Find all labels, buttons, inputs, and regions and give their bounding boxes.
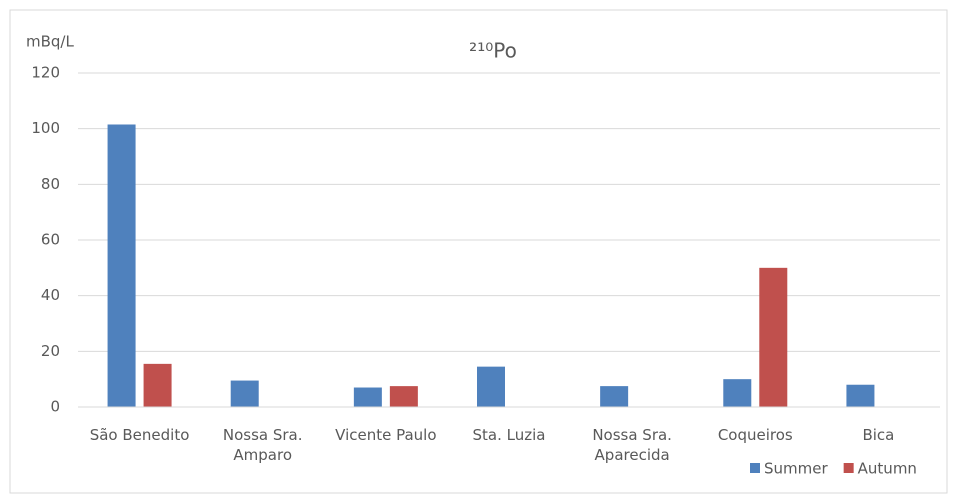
y-tick-label: 60 [41, 231, 60, 249]
x-tick-label: Vicente Paulo [335, 426, 437, 444]
bar [477, 366, 505, 407]
chart-frame [9, 9, 948, 494]
y-tick-label: 120 [31, 64, 60, 82]
x-tick-label: Bica [862, 426, 895, 444]
chart-title: ²¹⁰Po [469, 39, 517, 63]
bar [353, 387, 382, 407]
x-tick-label: São Benedito [89, 426, 190, 444]
y-tick-label: 100 [31, 119, 60, 137]
bar [600, 386, 629, 407]
legend-swatch [750, 463, 760, 473]
y-tick-label: 20 [41, 342, 60, 360]
x-tick-label: Nossa Sra. Amparo [222, 426, 303, 464]
bar [230, 380, 259, 407]
x-tick-label: Sta. Luzia [472, 426, 546, 444]
legend-label: Summer [764, 460, 828, 478]
y-axis-label: mBq/L [26, 33, 74, 51]
y-tick-label: 40 [41, 286, 60, 304]
legend-label: Autumn [858, 460, 917, 478]
bar [389, 386, 418, 407]
bar [723, 379, 752, 407]
bar [759, 267, 788, 407]
x-tick-label: Nossa Sra. Aparecida [592, 426, 672, 464]
bar [143, 363, 172, 407]
legend-swatch [843, 463, 854, 473]
y-tick-label: 80 [41, 175, 60, 193]
bar [846, 384, 875, 407]
y-tick-label: 0 [50, 398, 60, 416]
x-tick-label: Coqueiros [717, 426, 793, 444]
bar [107, 124, 136, 407]
